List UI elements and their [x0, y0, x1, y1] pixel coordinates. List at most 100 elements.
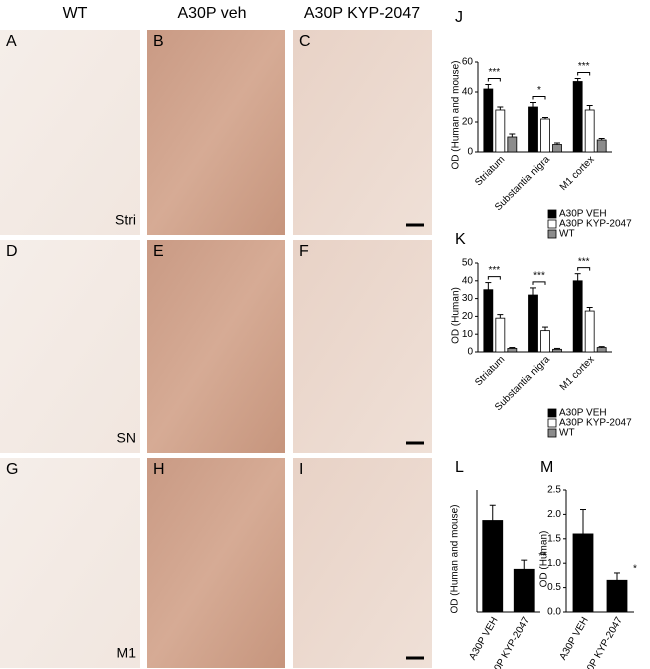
error-bar [614, 572, 620, 581]
error-bar [554, 347, 560, 350]
significance: *** [578, 61, 590, 72]
error-bar [530, 102, 536, 107]
panel-letter: C [299, 33, 311, 50]
panel-letter: L [455, 459, 464, 476]
bar [572, 280, 583, 353]
micrograph [0, 240, 140, 453]
error-bar [586, 105, 593, 110]
bar [483, 289, 494, 353]
bar [495, 317, 506, 353]
bar [552, 144, 562, 153]
bar [513, 568, 535, 613]
significance-bracket [487, 276, 501, 280]
x-tick-label: A30P VEH [558, 615, 591, 662]
column-header: A30P veh [177, 5, 246, 22]
error-bar [598, 138, 605, 140]
panel-letter: A [6, 33, 17, 50]
y-tick-label: 2.5 [547, 485, 561, 496]
significance-bracket [532, 96, 546, 100]
error-bar [509, 133, 516, 137]
bar [606, 579, 628, 613]
micrograph [293, 458, 432, 668]
error-bar [554, 142, 560, 145]
panel-letter: M [540, 459, 553, 476]
panel-letter: D [6, 243, 18, 260]
bar [584, 310, 595, 353]
error-bar [485, 282, 492, 290]
y-tick-label: 0 [467, 347, 473, 358]
panel-letter: H [153, 461, 165, 478]
bar [584, 109, 595, 153]
legend-swatch [547, 408, 557, 418]
panel-letter: E [153, 243, 164, 260]
y-tick-label: 10 [462, 329, 474, 340]
bar [552, 348, 562, 353]
legend-swatch [547, 229, 557, 239]
legend-swatch [547, 418, 557, 428]
legend-label: WT [559, 428, 575, 439]
x-tick-label: Striatum [473, 354, 507, 388]
y-tick-label: 60 [462, 57, 474, 68]
micrograph [0, 458, 140, 668]
bar [572, 533, 594, 613]
significance-bracket [487, 78, 501, 82]
error-bar [485, 84, 492, 89]
y-axis-label: OD (Human and mouse) [451, 61, 462, 170]
column-header: A30P KYP-2047 [304, 5, 420, 22]
significance: ** [538, 551, 546, 562]
error-bar [497, 314, 504, 319]
bar [596, 139, 607, 153]
bar [540, 118, 550, 153]
legend-swatch [547, 219, 557, 229]
region-label: SN [117, 430, 136, 446]
micrograph [293, 240, 432, 453]
significance-bracket [577, 72, 591, 76]
bar [507, 348, 518, 353]
panel-letter: J [455, 9, 463, 26]
panel-letter: K [455, 231, 466, 248]
significance: *** [488, 265, 500, 276]
y-tick-label: 0.0 [547, 607, 561, 618]
error-bar [574, 78, 581, 82]
y-tick-label: 1.5 [547, 533, 561, 544]
significance: * [537, 85, 541, 96]
region-label: Stri [115, 212, 136, 228]
legend-label: A30P VEH [559, 408, 607, 419]
y-tick-label: 30 [462, 293, 474, 304]
y-tick-label: 0 [467, 147, 473, 158]
y-tick-label: 20 [462, 117, 474, 128]
legend-label: WT [559, 229, 575, 240]
region-label: M1 [117, 645, 137, 661]
y-axis-label: OD (Human and mouse) [450, 505, 461, 614]
legend-swatch [547, 428, 557, 438]
error-bar [521, 559, 528, 570]
error-bar [580, 509, 586, 534]
significance: *** [533, 271, 545, 282]
micrograph [147, 30, 285, 235]
y-tick-label: 40 [462, 87, 474, 98]
error-bar [542, 326, 548, 331]
bar [482, 520, 504, 613]
error-bar [542, 117, 548, 119]
y-tick-label: 2.0 [547, 509, 561, 520]
bar [483, 88, 494, 153]
y-tick-label: 20 [462, 311, 474, 322]
x-tick-label: M1 cortex [558, 354, 597, 393]
significance: * [633, 564, 637, 575]
bar [528, 294, 538, 353]
significance-bracket [532, 281, 546, 285]
error-bar [598, 346, 605, 348]
y-axis-label: OD (Human) [451, 287, 462, 344]
error-bar [509, 347, 516, 349]
x-tick-label: M1 cortex [558, 154, 597, 193]
bar [507, 136, 518, 153]
error-bar [489, 504, 496, 521]
bar [572, 81, 583, 153]
y-tick-label: 0.5 [547, 582, 561, 593]
panel-letter: G [6, 461, 18, 478]
panel-letter: B [153, 33, 164, 50]
error-bar [574, 273, 581, 281]
micrograph [293, 30, 432, 235]
error-bar [586, 307, 593, 312]
